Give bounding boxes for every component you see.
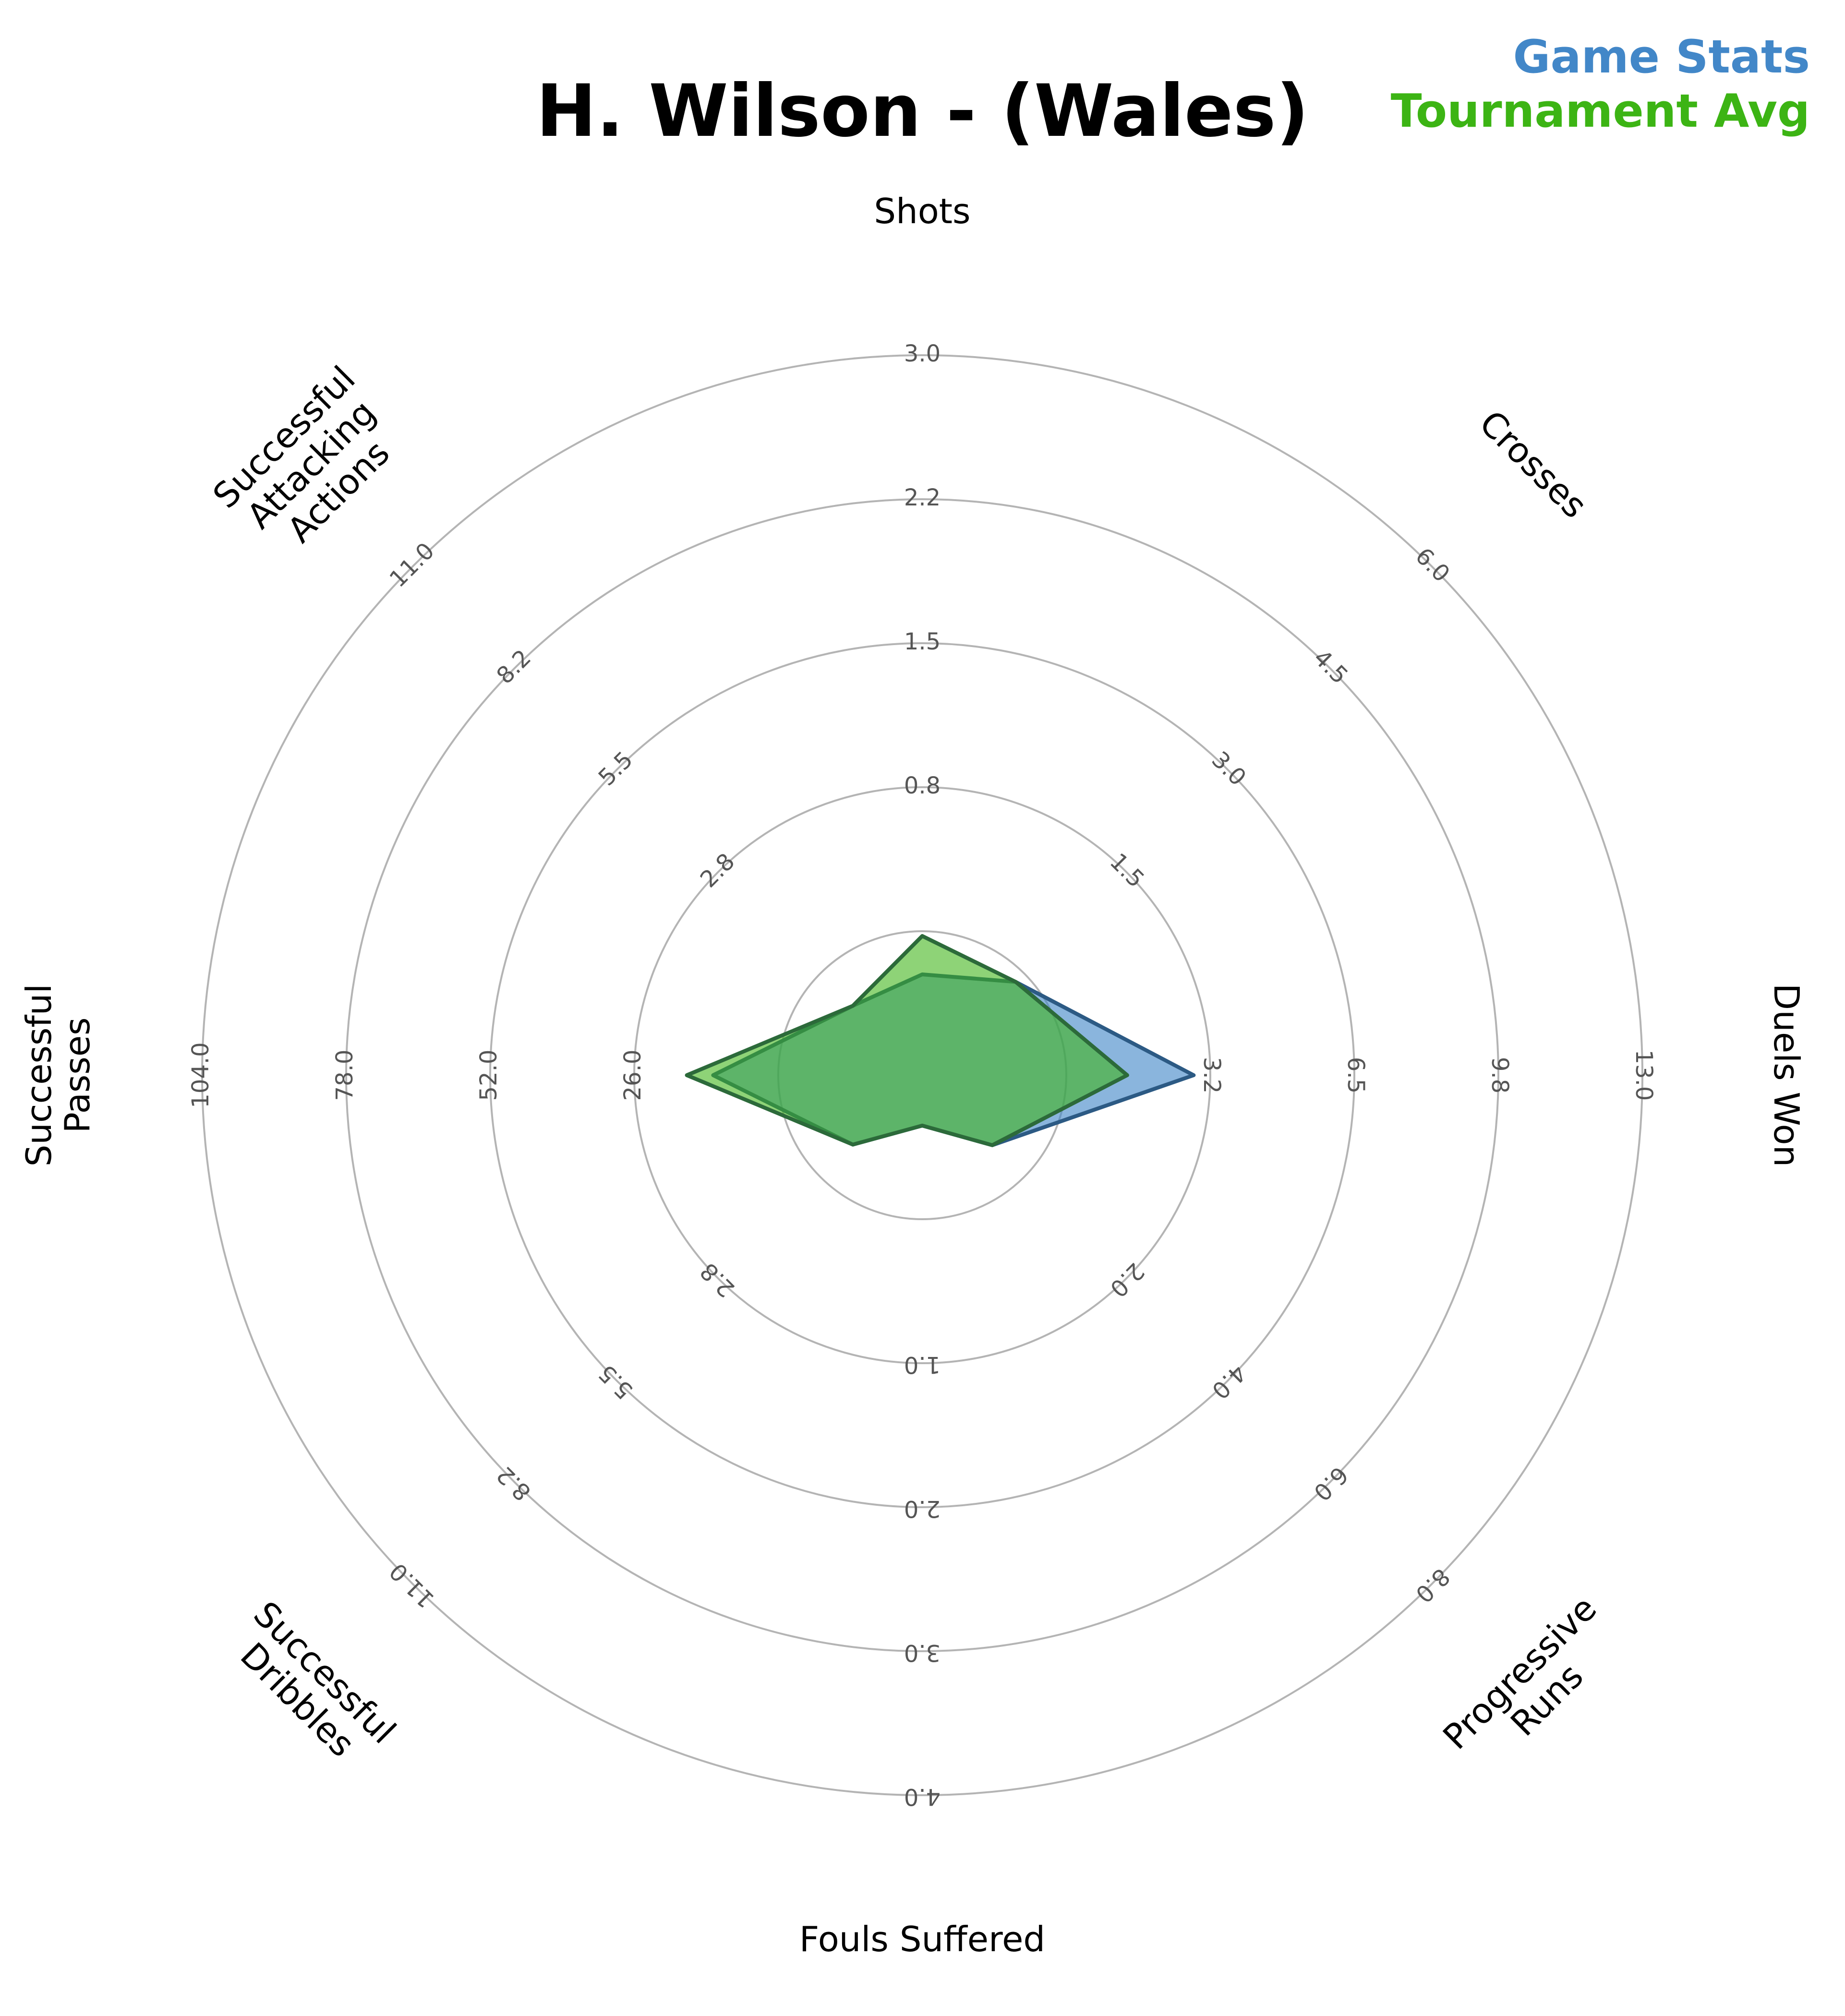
tick-label: 6.0	[1410, 542, 1455, 588]
tick-label: 6.5	[1342, 1057, 1369, 1093]
tick-label: 8.2	[492, 1461, 537, 1506]
legend-tournament-avg: Tournament Avg	[1390, 85, 1810, 138]
axis-label: SuccessfulPasses	[19, 984, 97, 1167]
tick-label: 9.8	[1486, 1057, 1513, 1093]
tick-label: 2.0	[1105, 1258, 1150, 1303]
tick-label: 1.5	[904, 628, 941, 655]
axis-label-line: Passes	[57, 1017, 97, 1133]
tick-label: 2.8	[695, 1258, 740, 1303]
tick-label: 11.0	[385, 538, 440, 593]
axis-label-line: Shots	[874, 191, 970, 231]
tick-label: 52.0	[475, 1050, 502, 1101]
axis-label: ProgressiveRuns	[1435, 1588, 1631, 1784]
axis-label-line: Duels Won	[1766, 984, 1807, 1167]
tick-label: 3.2	[1198, 1057, 1225, 1093]
tick-label: 2.2	[904, 484, 941, 511]
tick-label: 104.0	[187, 1042, 214, 1108]
tick-label: 8.2	[492, 645, 537, 690]
tick-label: 5.5	[593, 746, 639, 792]
tick-label: 4.5	[1308, 645, 1353, 690]
axis-label: Duels Won	[1766, 984, 1807, 1167]
tick-label: 0.8	[904, 772, 941, 799]
tick-label: 5.5	[593, 1359, 639, 1404]
tick-label: 11.0	[385, 1558, 440, 1613]
legend-game-stats: Game Stats	[1513, 31, 1810, 84]
chart-title: H. Wilson - (Wales)	[536, 70, 1309, 153]
axis-label-line: Crosses	[1471, 403, 1595, 526]
tick-label: 3.0	[904, 340, 941, 367]
tick-label: 8.0	[1410, 1563, 1455, 1608]
axis-label: SuccessfulAttackingActions	[205, 358, 417, 570]
tick-label: 4.0	[904, 1783, 941, 1810]
series-layer	[685, 934, 1196, 1147]
grid-ring-4	[345, 498, 1499, 1652]
axis-label-line: Successful	[19, 984, 59, 1167]
tick-label: 1.0	[904, 1351, 941, 1378]
tick-label: 6.0	[1308, 1461, 1353, 1506]
axis-label: Fouls Suffered	[799, 1919, 1045, 1959]
tick-label: 2.0	[904, 1495, 941, 1522]
tick-label: 13.0	[1630, 1050, 1657, 1101]
tick-label: 3.0	[1206, 746, 1252, 792]
tick-label: 4.0	[1206, 1359, 1252, 1404]
grid-ring-3	[489, 642, 1355, 1508]
grid-layer	[201, 354, 1643, 1796]
tick-label: 78.0	[331, 1050, 358, 1101]
series-polygon-tournament-avg	[685, 934, 1129, 1147]
axis-label-line: Fouls Suffered	[799, 1919, 1045, 1959]
axis-label: Shots	[874, 191, 970, 231]
tick-label: 2.8	[695, 848, 740, 893]
tick-label: 3.0	[904, 1639, 941, 1666]
axis-label: SuccessfulDribbles	[219, 1594, 404, 1778]
grid-ring-2	[633, 786, 1211, 1364]
tick-label: 26.0	[619, 1050, 646, 1101]
grid-ring-5	[201, 354, 1643, 1796]
axis-label: Crosses	[1471, 403, 1595, 526]
tick-label: 1.5	[1105, 848, 1150, 893]
